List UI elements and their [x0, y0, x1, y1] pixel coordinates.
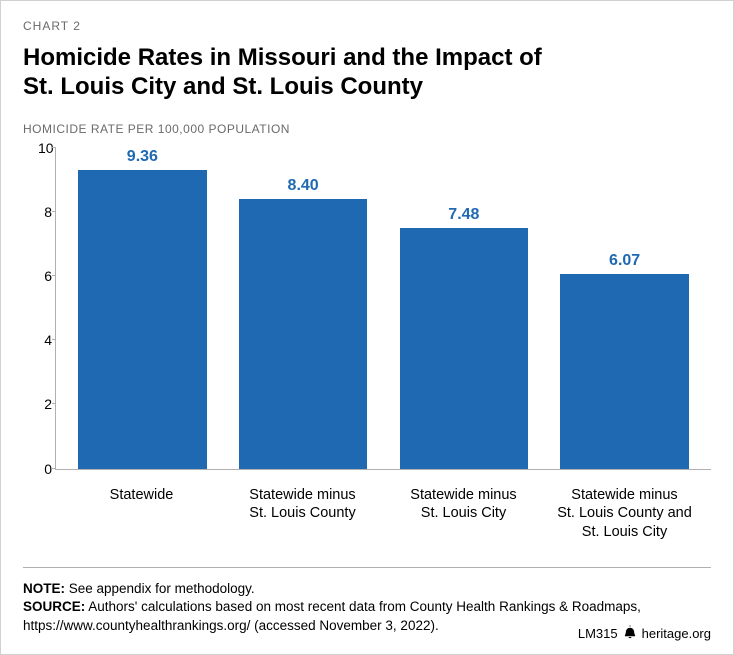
bell-icon [624, 625, 636, 642]
note-line: NOTE: See appendix for methodology. [23, 580, 711, 598]
y-tick-mark [52, 211, 56, 212]
bar-value-label: 7.48 [448, 206, 479, 224]
chart-number-label: CHART 2 [23, 19, 711, 33]
bar [400, 228, 529, 468]
plot-region: 9.368.407.486.07 0246810 [55, 148, 711, 470]
y-tick-mark [52, 147, 56, 148]
x-axis-label: Statewide minus St. Louis City [383, 486, 544, 542]
y-tick-label: 8 [38, 204, 52, 220]
chart-title: Homicide Rates in Missouri and the Impac… [23, 43, 711, 102]
title-line-1: Homicide Rates in Missouri and the Impac… [23, 44, 542, 71]
x-axis-label: Statewide [61, 486, 222, 542]
y-tick-mark [52, 468, 56, 469]
source-text: Authors' calculations based on most rece… [23, 599, 641, 632]
y-tick-mark [52, 275, 56, 276]
note-label: NOTE: [23, 581, 65, 596]
footer: LM315 heritage.org [578, 625, 711, 642]
bar-wrap: 6.07 [544, 148, 705, 469]
y-tick-label: 2 [38, 396, 52, 412]
y-tick-label: 0 [38, 461, 52, 477]
bar-wrap: 9.36 [62, 148, 223, 469]
y-tick-mark [52, 403, 56, 404]
source-label: SOURCE: [23, 599, 85, 614]
bar [78, 170, 207, 469]
y-tick-label: 4 [38, 332, 52, 348]
bar-value-label: 8.40 [288, 177, 319, 195]
y-axis-title: HOMICIDE RATE PER 100,000 POPULATION [23, 122, 711, 136]
chart-area: 9.368.407.486.07 0246810 [41, 140, 711, 470]
bar [239, 199, 368, 469]
note-text: See appendix for methodology. [65, 581, 255, 596]
bar-value-label: 9.36 [127, 148, 158, 166]
bar-value-label: 6.07 [609, 252, 640, 270]
title-line-2: St. Louis City and St. Louis County [23, 73, 423, 100]
y-tick-mark [52, 339, 56, 340]
bar-wrap: 8.40 [223, 148, 384, 469]
footer-site: heritage.org [642, 626, 711, 641]
divider-line [23, 567, 711, 568]
y-tick-label: 10 [38, 140, 52, 156]
footer-code: LM315 [578, 626, 618, 641]
y-tick-label: 6 [38, 268, 52, 284]
x-axis-labels: StatewideStatewide minus St. Louis Count… [55, 478, 711, 542]
x-axis-label: Statewide minus St. Louis County and St.… [544, 486, 705, 542]
bar-wrap: 7.48 [384, 148, 545, 469]
bars-container: 9.36 8.40 7.48 6.07 [56, 148, 711, 469]
x-axis-label: Statewide minus St. Louis County [222, 486, 383, 542]
bar [560, 274, 689, 469]
